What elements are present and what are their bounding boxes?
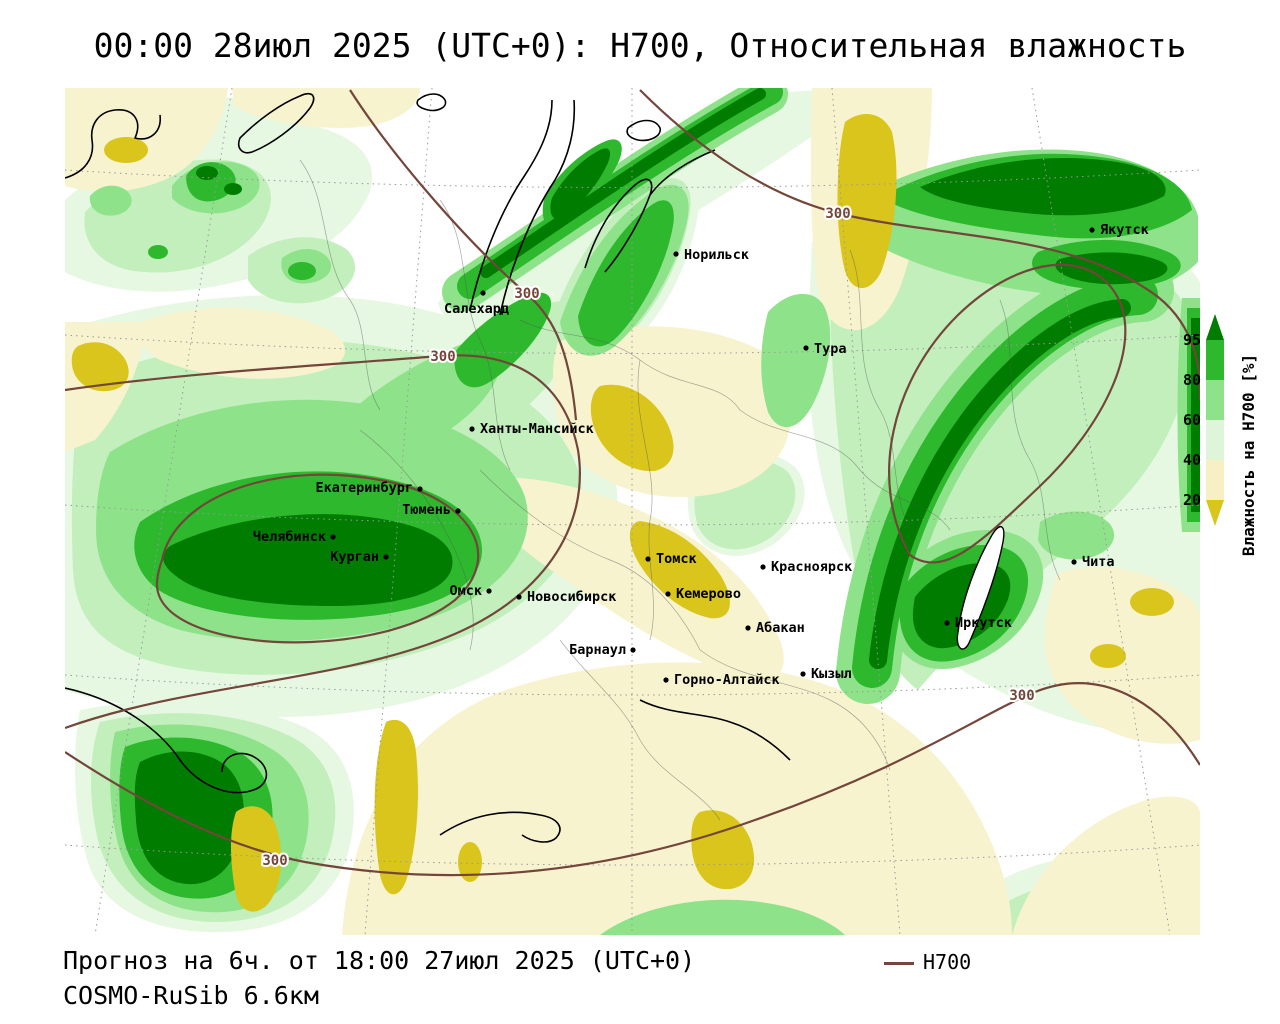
city-marker: Челябинск — [253, 529, 336, 545]
humidity-dry-cores-shape — [1090, 644, 1126, 668]
h700-legend-label: H700 — [923, 950, 971, 974]
humidity-level-90-shape — [288, 262, 316, 280]
city-dot — [645, 556, 650, 561]
city-dot — [630, 647, 635, 652]
colorbar: 95 80 60 40 20 — [1183, 314, 1224, 526]
colorbar-segment — [1206, 460, 1224, 500]
city-label: Томск — [656, 551, 697, 567]
city-label: Якутск — [1100, 222, 1149, 238]
map-area: 300 300 300 300 300 Норильск Салехард Тура Якут… — [65, 88, 1200, 935]
colorbar-tick: 40 — [1183, 451, 1201, 469]
h700-line-swatch — [884, 962, 914, 965]
contour-label: 300 — [430, 349, 455, 365]
colorbar-tick: 95 — [1183, 331, 1201, 349]
colorbar-segment — [1206, 314, 1224, 340]
city-label: Иркутск — [955, 615, 1012, 631]
contour-label: 300 — [1009, 688, 1034, 704]
city-label: Екатеринбург — [315, 480, 413, 496]
city-label: Ханты-Мансийск — [480, 421, 594, 437]
city-dot — [330, 534, 335, 539]
city-label: Норильск — [684, 247, 749, 263]
colorbar-segment — [1206, 380, 1224, 420]
colorbar-title: Влажность на H700 [%] — [1239, 354, 1258, 556]
city-label: Курган — [330, 549, 379, 565]
city-label: Салехард — [444, 301, 509, 317]
weather-map-canvas: 300 300 300 300 300 Норильск Салехард Тура Якут… — [0, 0, 1280, 1024]
city-marker: Ханты-Мансийск — [469, 421, 593, 437]
city-dot — [760, 564, 765, 569]
coastlines-shape — [627, 121, 660, 141]
city-marker: Норильск — [673, 247, 749, 263]
humidity-dry-cores-shape — [104, 137, 148, 163]
humidity-dry-cores-shape — [1130, 588, 1174, 616]
city-dot — [455, 508, 460, 513]
city-dot — [665, 591, 670, 596]
city-marker: Екатеринбург — [315, 480, 422, 496]
colorbar-tick: 60 — [1183, 411, 1201, 429]
city-label: Чита — [1082, 554, 1115, 570]
city-marker: Новосибирск — [516, 589, 616, 605]
city-dot — [745, 625, 750, 630]
city-dot — [516, 594, 521, 599]
city-label: Кызыл — [811, 666, 852, 682]
city-dot — [486, 588, 491, 593]
city-dot — [1089, 227, 1094, 232]
city-dot — [480, 290, 485, 295]
colorbar-tick: 80 — [1183, 371, 1201, 389]
coastlines-shape — [417, 94, 445, 110]
city-dot — [663, 677, 668, 682]
city-label: Челябинск — [253, 529, 326, 545]
city-dot — [673, 251, 678, 256]
city-dot — [383, 554, 388, 559]
city-label: Абакан — [756, 620, 805, 636]
city-label: Кемерово — [676, 586, 741, 602]
city-label: Горно-Алтайск — [674, 672, 780, 688]
colorbar-segment — [1206, 420, 1224, 460]
h700-legend: H700 — [884, 950, 971, 974]
city-marker: Красноярск — [760, 559, 852, 575]
contour-label: 300 — [262, 853, 287, 869]
city-label: Тура — [814, 341, 847, 357]
city-marker: Горно-Алтайск — [663, 672, 779, 688]
city-label: Барнаул — [569, 642, 626, 658]
city-label: Новосибирск — [527, 589, 616, 605]
model-info: COSMO-RuSib 6.6км — [63, 981, 319, 1010]
humidity-level-90-shape — [148, 245, 168, 259]
colorbar-segment — [1206, 340, 1224, 380]
contour-label: 300 — [514, 286, 539, 302]
city-dot — [469, 426, 474, 431]
city-label: Красноярск — [771, 559, 852, 575]
city-marker: Кемерово — [665, 586, 741, 602]
colorbar-segment — [1206, 500, 1224, 526]
humidity-level-95-shape — [224, 183, 242, 195]
forecast-info: Прогноз на 6ч. от 18:00 27июл 2025 (UTC+… — [63, 946, 695, 975]
city-dot — [800, 671, 805, 676]
city-dot — [1071, 559, 1076, 564]
city-marker: Барнаул — [569, 642, 636, 658]
city-label: Тюмень — [402, 502, 451, 518]
city-dot — [417, 486, 422, 491]
humidity-dry-pale-shape — [342, 662, 1012, 935]
city-marker: Иркутск — [944, 615, 1012, 631]
city-label: Омск — [449, 583, 482, 599]
colorbar-tick: 20 — [1183, 491, 1201, 509]
contour-label: 300 — [825, 206, 850, 222]
city-dot — [803, 345, 808, 350]
city-dot — [944, 620, 949, 625]
